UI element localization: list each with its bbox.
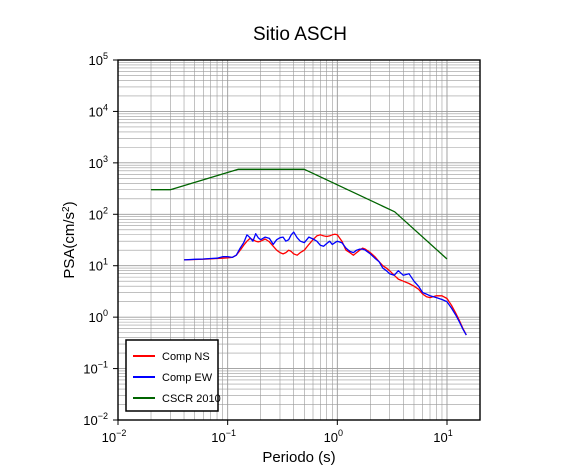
y-tick-label: 10−1 <box>83 360 108 377</box>
legend-box <box>125 339 219 412</box>
x-tick-label: 10−2 <box>102 428 127 445</box>
y-tick-label: 100 <box>89 308 108 325</box>
legend-label: Comp NS <box>162 351 210 363</box>
chart-title: Sitio ASCH <box>253 24 347 45</box>
series-line-1 <box>183 233 467 336</box>
series-line-3 <box>151 168 448 260</box>
y-tick-label: 105 <box>89 51 108 68</box>
plot-frame <box>117 59 481 421</box>
y-tick-label: 101 <box>89 257 108 274</box>
x-tick-label: 10−1 <box>211 428 236 445</box>
grid-layer <box>117 60 481 421</box>
ticks-layer: 10−2 10−1 100 101 10−2 10−1 100 101 102 103 104 105 <box>83 51 452 445</box>
series-line-2 <box>183 231 467 336</box>
y-tick-label: 10−2 <box>83 411 108 428</box>
legend: Comp NS Comp EW CSCR 2010 <box>125 339 221 412</box>
y-tick-label: 104 <box>89 102 108 119</box>
series-layer <box>151 168 467 336</box>
y-tick-label: 103 <box>89 154 108 171</box>
x-tick-label: 101 <box>433 428 452 445</box>
x-tick-label: 100 <box>324 428 343 445</box>
legend-label: CSCR 2010 <box>162 393 221 405</box>
x-axis-label: Periodo (s) <box>262 449 335 466</box>
y-axis-label: PSA(cm/s2) <box>61 201 79 278</box>
legend-label: Comp EW <box>162 372 213 384</box>
y-tick-label: 102 <box>89 205 108 222</box>
